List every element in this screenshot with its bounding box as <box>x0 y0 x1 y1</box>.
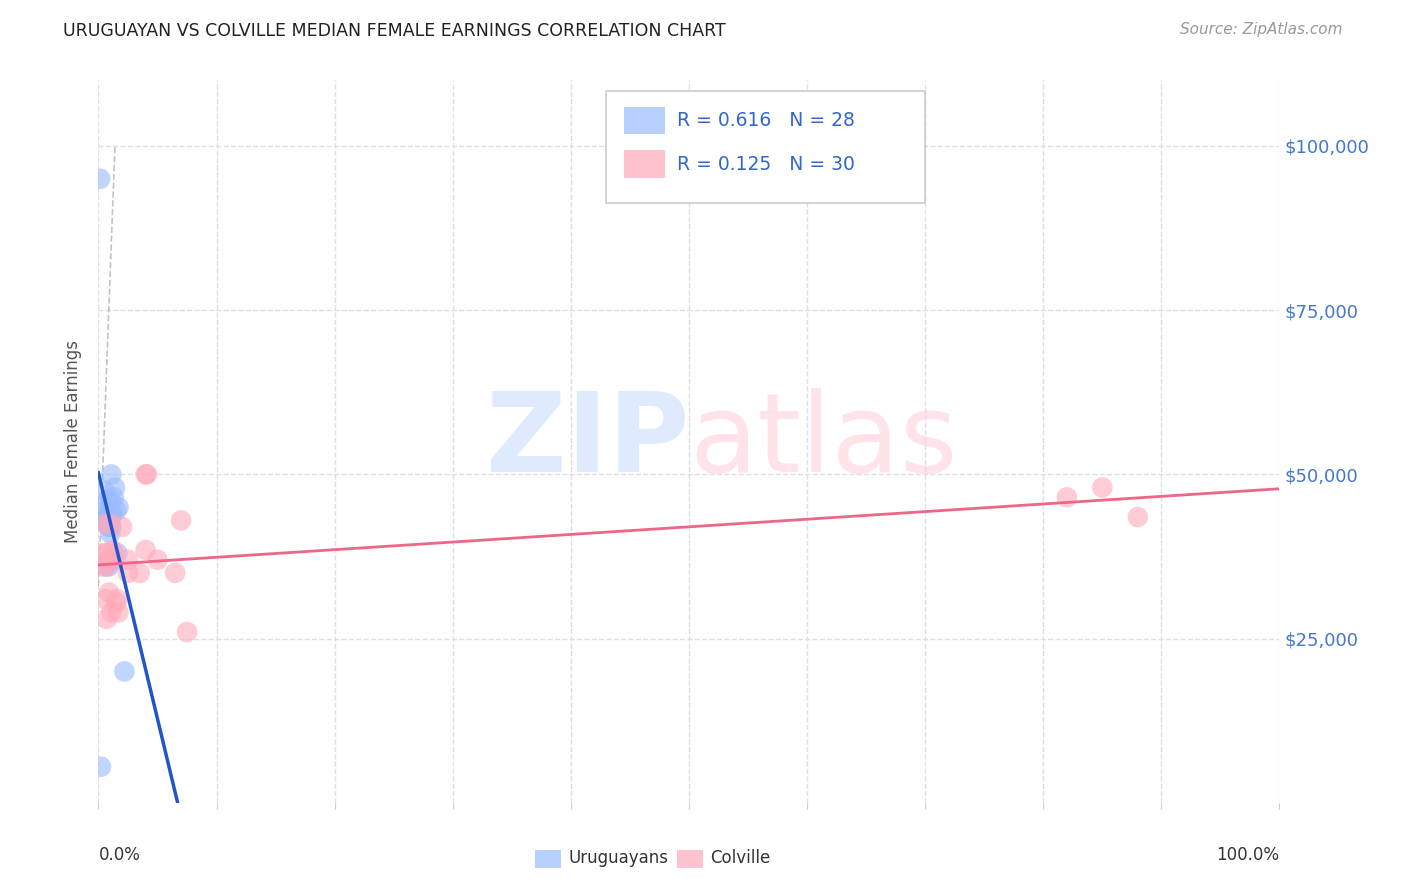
Point <box>103 491 125 505</box>
Point <box>1126 510 1149 524</box>
Point <box>100 507 122 521</box>
Point <box>98 493 121 508</box>
Text: Source: ZipAtlas.com: Source: ZipAtlas.com <box>1180 22 1343 37</box>
Point <box>96 507 118 521</box>
Point <box>170 513 193 527</box>
FancyBboxPatch shape <box>536 850 561 868</box>
Point <box>98 559 121 574</box>
Point <box>165 566 187 580</box>
Text: Colville: Colville <box>710 849 770 867</box>
FancyBboxPatch shape <box>678 850 703 868</box>
Point <box>93 483 115 498</box>
Point <box>98 507 121 521</box>
Point <box>94 592 117 607</box>
Point <box>103 546 125 560</box>
Point <box>135 467 157 482</box>
Point <box>89 171 111 186</box>
Point <box>93 516 115 531</box>
Point <box>101 553 124 567</box>
Point <box>112 665 135 679</box>
Point <box>105 503 128 517</box>
Point <box>90 760 112 774</box>
Point <box>105 595 128 609</box>
Text: atlas: atlas <box>689 388 957 495</box>
Point <box>93 503 115 517</box>
Point <box>98 516 121 531</box>
Point <box>91 546 114 560</box>
Point <box>96 612 118 626</box>
FancyBboxPatch shape <box>624 151 665 178</box>
Text: Uruguayans: Uruguayans <box>568 849 668 867</box>
Point <box>101 542 124 557</box>
Point <box>104 481 127 495</box>
Point <box>94 559 117 574</box>
Point <box>97 553 120 567</box>
Point <box>98 513 121 527</box>
Point <box>105 592 128 607</box>
FancyBboxPatch shape <box>624 107 665 135</box>
Point <box>97 510 120 524</box>
Text: ZIP: ZIP <box>485 388 689 495</box>
Point <box>98 585 121 599</box>
Point <box>117 553 139 567</box>
Point <box>176 625 198 640</box>
Point <box>91 513 114 527</box>
Point <box>135 542 157 557</box>
Point <box>1091 481 1114 495</box>
Point <box>146 553 169 567</box>
Point <box>100 520 122 534</box>
Text: 0.0%: 0.0% <box>98 847 141 864</box>
Y-axis label: Median Female Earnings: Median Female Earnings <box>65 340 83 543</box>
Point <box>128 566 150 580</box>
Point <box>98 516 121 531</box>
Point <box>96 493 118 508</box>
Point <box>96 546 118 560</box>
Point <box>117 566 139 580</box>
Text: R = 0.616   N = 28: R = 0.616 N = 28 <box>678 112 855 130</box>
Point <box>111 520 134 534</box>
Point <box>101 507 124 521</box>
Point <box>135 467 157 482</box>
Text: R = 0.125   N = 30: R = 0.125 N = 30 <box>678 154 855 174</box>
Point <box>1056 491 1078 505</box>
Text: URUGUAYAN VS COLVILLE MEDIAN FEMALE EARNINGS CORRELATION CHART: URUGUAYAN VS COLVILLE MEDIAN FEMALE EARN… <box>63 22 725 40</box>
FancyBboxPatch shape <box>606 91 925 203</box>
Text: 100.0%: 100.0% <box>1216 847 1279 864</box>
Point <box>97 559 120 574</box>
Point <box>100 605 122 619</box>
Point <box>105 546 128 560</box>
Point <box>98 520 121 534</box>
Point <box>100 467 122 482</box>
Point <box>107 500 129 515</box>
Point <box>91 559 114 574</box>
Point <box>98 526 121 541</box>
Point <box>107 605 129 619</box>
Point <box>97 513 120 527</box>
